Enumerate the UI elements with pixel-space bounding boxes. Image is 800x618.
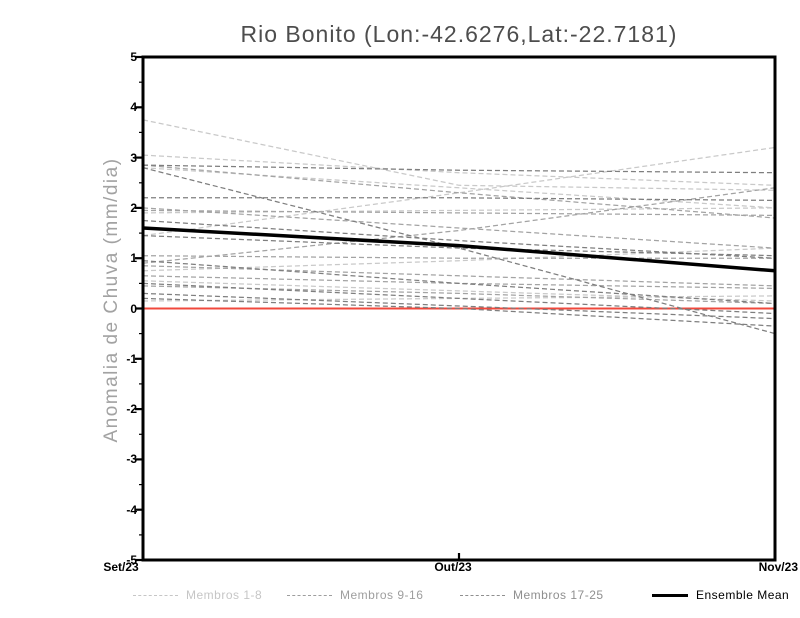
member-line — [142, 297, 776, 327]
legend-dashed-line-icon — [133, 594, 178, 596]
chart-title: Rio Bonito (Lon:-42.6276,Lat:-22.7181) — [240, 21, 678, 47]
y-axis-tick-labels: 5 4 3 2 1 0 -1 -2 -3 -4 -5 — [95, 0, 137, 618]
member-line — [142, 164, 776, 174]
legend-label: Ensemble Mean — [696, 588, 790, 602]
y-tick-label: -3 — [126, 452, 137, 467]
y-tick-label: 3 — [130, 150, 137, 165]
member-line — [142, 209, 776, 217]
member-line — [142, 292, 776, 320]
member-line — [142, 187, 776, 264]
member-line — [142, 247, 776, 272]
member-line — [142, 154, 776, 186]
y-tick-label: 4 — [130, 100, 137, 115]
y-tick-label: -5 — [126, 553, 137, 567]
legend: Membros 1-8 Membros 9-16 Membros 17-25 Ense… — [0, 587, 800, 607]
legend-solid-line-icon — [652, 593, 688, 597]
y-tick-label: 5 — [130, 50, 137, 64]
member-line — [142, 265, 776, 287]
ensemble-mean-line — [142, 226, 776, 273]
member-line — [142, 255, 775, 259]
member-line — [142, 164, 776, 219]
plot-frame — [141, 55, 777, 562]
legend-item: Ensemble Mean — [652, 587, 789, 603]
member-line — [142, 119, 776, 191]
member-line — [142, 207, 776, 214]
y-tick-label: 2 — [130, 200, 137, 215]
member-line — [142, 146, 776, 237]
y-tick-label: 0 — [130, 301, 137, 316]
member-line — [142, 234, 776, 257]
legend-label: Membros 1-8 — [186, 588, 263, 602]
member-line — [142, 219, 776, 259]
legend-dashed-line-icon — [460, 594, 505, 596]
y-tick-label: -2 — [126, 402, 137, 417]
legend-item: Membros 9-16 — [287, 587, 423, 603]
x-tick-label: Nov/23 — [758, 560, 798, 574]
legend-label: Membros 17-25 — [513, 588, 604, 602]
member-line — [142, 260, 776, 305]
x-tick-label: Out/23 — [434, 560, 472, 574]
legend-dashed-line-icon — [287, 594, 332, 596]
legend-item: Membros 17-25 — [460, 587, 604, 603]
member-line — [142, 280, 776, 302]
legend-label: Membros 9-16 — [340, 588, 424, 602]
member-line — [142, 282, 776, 315]
y-tick-label: 1 — [130, 251, 137, 266]
member-line — [143, 197, 776, 202]
x-tick-label: Set/23 — [103, 560, 139, 574]
y-tick-label: -4 — [126, 502, 137, 517]
member-line — [142, 207, 776, 249]
legend-item: Membros 1-8 — [133, 587, 262, 603]
y-tick-label: -1 — [126, 351, 137, 366]
member-line — [142, 167, 776, 335]
